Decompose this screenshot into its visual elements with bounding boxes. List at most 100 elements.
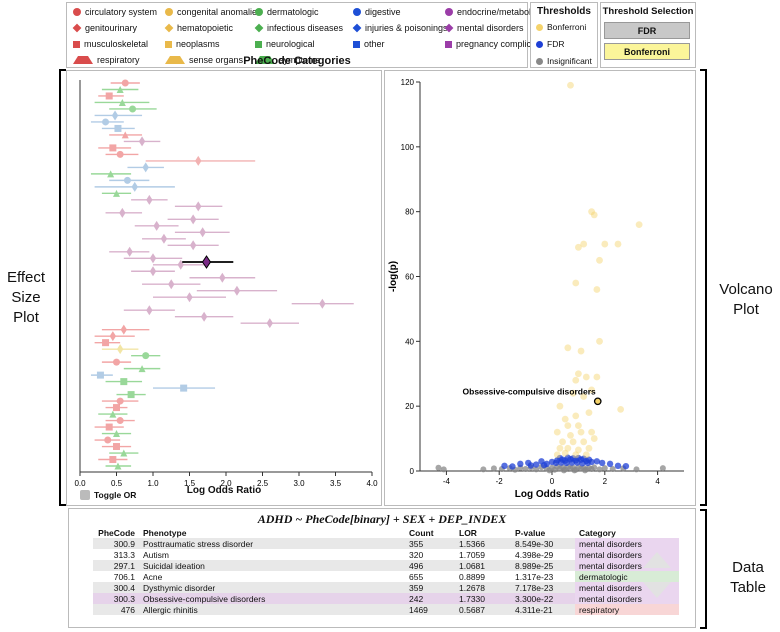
volcano-point-bonferroni[interactable] — [569, 438, 577, 446]
volcano-point-bonferroni[interactable] — [575, 243, 582, 251]
volcano-point-bonferroni[interactable] — [596, 256, 603, 264]
effect-point[interactable] — [90, 371, 113, 379]
volcano-plot[interactable]: 0 20 40 60 80 100 120 -4 -2 0 2 4 Log Odds Ratio -log… — [384, 70, 696, 506]
effect-point[interactable] — [109, 131, 143, 139]
volcano-point-bonferroni[interactable] — [567, 81, 574, 89]
volcano-point-fdr[interactable] — [552, 459, 560, 467]
volcano-point-insignificant[interactable] — [659, 465, 666, 472]
volcano-point-bonferroni[interactable] — [561, 449, 569, 457]
effect-point[interactable] — [101, 324, 150, 335]
volcano-point-fdr[interactable] — [532, 461, 540, 468]
volcano-point-bonferroni[interactable] — [564, 344, 572, 352]
volcano-point-insignificant[interactable] — [533, 466, 540, 473]
volcano-point-fdr[interactable] — [584, 459, 591, 467]
effect-point[interactable] — [90, 170, 132, 178]
volcano-point-bonferroni[interactable] — [582, 373, 590, 381]
effect-point[interactable] — [101, 85, 139, 93]
volcano-point-insignificant[interactable] — [546, 467, 553, 474]
effect-point[interactable] — [123, 136, 161, 147]
effect-point[interactable] — [189, 272, 256, 283]
volcano-point-bonferroni[interactable] — [585, 409, 593, 417]
volcano-point-bonferroni[interactable] — [588, 208, 595, 216]
volcano-point-bonferroni[interactable] — [617, 406, 625, 413]
effect-point[interactable] — [109, 246, 150, 257]
effect-point[interactable] — [291, 298, 354, 309]
volcano-point-insignificant[interactable] — [596, 466, 603, 473]
volcano-point-insignificant[interactable] — [490, 465, 497, 472]
volcano-point-bonferroni[interactable] — [588, 428, 595, 436]
volcano-point-bonferroni[interactable] — [575, 422, 582, 430]
volcano-point-bonferroni[interactable] — [601, 240, 609, 248]
column-header[interactable]: LOR — [459, 527, 477, 538]
volcano-point-bonferroni[interactable] — [577, 428, 585, 436]
volcano-point-bonferroni[interactable] — [572, 451, 580, 459]
effect-point[interactable] — [131, 266, 175, 277]
volcano-point-fdr[interactable] — [593, 458, 601, 465]
effect-point[interactable] — [94, 181, 175, 192]
volcano-point-bonferroni[interactable] — [564, 444, 572, 452]
effect-point[interactable] — [174, 227, 230, 238]
column-header[interactable]: PheCode — [98, 527, 135, 538]
volcano-point-bonferroni[interactable] — [572, 279, 580, 287]
volcano-point-insignificant[interactable] — [609, 466, 616, 473]
volcano-point-fdr[interactable] — [527, 462, 535, 469]
volcano-point-bonferroni[interactable] — [564, 422, 572, 430]
volcano-point-fdr[interactable] — [568, 459, 575, 466]
volcano-point-fdr[interactable] — [579, 460, 586, 467]
volcano-point-insignificant[interactable] — [601, 465, 608, 472]
volcano-point-bonferroni[interactable] — [593, 373, 601, 381]
effect-point[interactable] — [167, 240, 219, 251]
volcano-point-insignificant[interactable] — [560, 467, 567, 474]
volcano-point-bonferroni[interactable] — [580, 393, 588, 400]
volcano-point-bonferroni[interactable] — [593, 286, 601, 293]
toggle-or-button[interactable]: Toggle OR — [80, 490, 136, 500]
volcano-point-fdr[interactable] — [598, 459, 606, 467]
effect-point[interactable] — [153, 259, 208, 270]
volcano-point-bonferroni[interactable] — [556, 444, 564, 452]
effect-point[interactable] — [101, 189, 132, 197]
effect-point[interactable] — [101, 124, 135, 132]
effect-point[interactable] — [105, 417, 135, 425]
volcano-point-bonferroni[interactable] — [580, 240, 588, 248]
volcano-point-fdr[interactable] — [540, 461, 548, 469]
effect-point[interactable] — [174, 311, 234, 322]
effect-point[interactable] — [110, 79, 140, 87]
effect-point[interactable] — [94, 98, 150, 106]
volcano-point-bonferroni[interactable] — [553, 428, 561, 436]
table-row[interactable]: 297.1 Suicidal ideation 496 1.0681 8.989e-25… — [93, 560, 679, 571]
volcano-point-fdr[interactable] — [509, 463, 516, 470]
volcano-point-bonferroni[interactable] — [585, 444, 593, 452]
effect-point[interactable] — [142, 279, 201, 290]
volcano-point-bonferroni[interactable] — [577, 347, 585, 355]
volcano-point-bonferroni[interactable] — [553, 451, 561, 459]
scroll-up-arrow[interactable] — [643, 552, 671, 568]
volcano-point-bonferroni[interactable] — [582, 451, 590, 459]
volcano-point-bonferroni[interactable] — [575, 370, 582, 378]
volcano-point-fdr[interactable] — [558, 459, 565, 466]
effect-point[interactable] — [94, 436, 121, 444]
volcano-point-bonferroni[interactable] — [590, 211, 598, 219]
column-header[interactable]: Category — [579, 527, 616, 538]
effect-size-plot[interactable]: 0.0 0.5 1.0 1.5 2.0 2.5 3.0 3.5 4.0 — [66, 70, 382, 506]
effect-point[interactable] — [109, 449, 139, 457]
effect-point[interactable] — [98, 92, 124, 100]
effect-point[interactable] — [98, 456, 128, 464]
effect-point[interactable] — [174, 201, 223, 212]
volcano-point-insignificant[interactable] — [440, 466, 447, 473]
volcano-point-bonferroni[interactable] — [567, 431, 574, 439]
effect-point[interactable] — [90, 118, 124, 126]
effect-point[interactable] — [131, 352, 161, 360]
column-header[interactable]: P-value — [515, 527, 546, 538]
effect-point[interactable] — [101, 358, 132, 366]
effect-point[interactable] — [101, 430, 132, 438]
effect-point[interactable] — [196, 285, 278, 296]
volcano-point-insignificant[interactable] — [582, 467, 588, 474]
toggle-or-checkbox[interactable] — [80, 490, 90, 500]
table-row[interactable]: 300.3 Obsessive-compulsive disorders 242 1.… — [93, 593, 679, 604]
effect-highlight-point[interactable] — [182, 255, 234, 269]
volcano-point-fdr[interactable] — [614, 462, 622, 470]
effect-point[interactable] — [142, 233, 186, 244]
effect-point[interactable] — [131, 194, 168, 205]
volcano-point-bonferroni[interactable] — [572, 376, 580, 384]
volcano-point-fdr[interactable] — [563, 459, 570, 467]
